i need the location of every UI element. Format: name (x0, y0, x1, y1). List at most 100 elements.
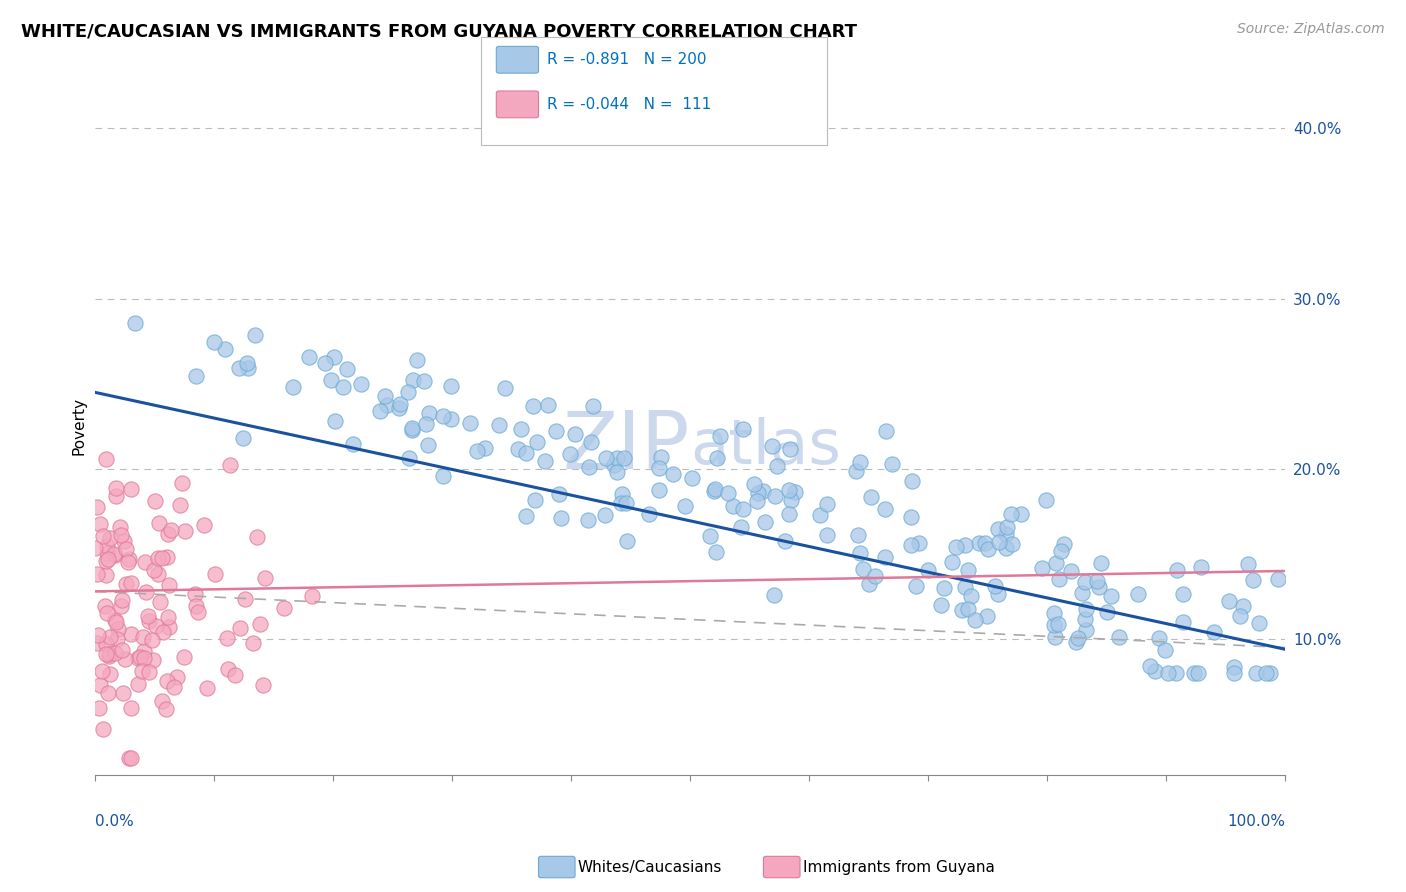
Point (858, 576, 880, 591)
Point (1218, 594, 1240, 608)
Point (752, 483, 775, 498)
Point (84, 541, 107, 555)
Point (229, 620, 252, 634)
Point (576, 513, 599, 527)
Point (173, 650, 195, 665)
Text: atlas: atlas (690, 417, 841, 477)
Point (1066, 634, 1088, 648)
Point (953, 538, 976, 552)
Point (908, 536, 931, 550)
Point (863, 568, 886, 582)
Point (127, 676, 149, 690)
Point (1000, 508, 1022, 522)
Point (193, 518, 215, 533)
Point (402, 373, 425, 387)
Point (780, 493, 803, 508)
Point (319, 373, 342, 387)
Point (703, 483, 725, 498)
Point (465, 444, 488, 458)
Point (1147, 631, 1170, 645)
Point (401, 423, 423, 437)
Point (155, 674, 177, 689)
Point (987, 535, 1010, 549)
Point (110, 528, 132, 542)
Point (160, 523, 183, 537)
Point (648, 483, 671, 497)
Point (159, 620, 181, 634)
Point (987, 587, 1010, 601)
Point (717, 486, 740, 500)
Point (155, 701, 177, 715)
Point (91, 529, 114, 543)
Point (706, 450, 728, 465)
Point (440, 378, 463, 392)
Point (959, 589, 981, 603)
Point (138, 665, 160, 680)
Point (94, 567, 117, 582)
Point (184, 368, 207, 383)
Point (332, 380, 354, 394)
Point (157, 526, 180, 541)
Point (136, 609, 159, 624)
Point (522, 399, 544, 413)
Point (648, 461, 671, 475)
Point (111, 643, 134, 657)
Point (148, 551, 170, 566)
Point (166, 671, 188, 685)
Point (1182, 666, 1205, 681)
Point (103, 547, 125, 561)
Point (87, 701, 110, 715)
Point (950, 602, 973, 616)
Point (1232, 599, 1254, 613)
Point (412, 374, 434, 388)
Point (603, 458, 626, 473)
Point (606, 451, 628, 466)
Point (1066, 631, 1088, 645)
Point (616, 496, 638, 510)
Point (174, 524, 197, 539)
Point (1031, 560, 1053, 574)
Point (301, 589, 323, 603)
Point (97, 648, 120, 663)
Point (1187, 666, 1209, 681)
Point (610, 496, 633, 510)
Point (127, 651, 149, 665)
Point (98, 647, 121, 661)
Point (509, 422, 531, 436)
Point (1144, 665, 1167, 679)
Point (929, 598, 952, 612)
Point (875, 424, 897, 438)
Point (747, 485, 769, 500)
Point (733, 422, 755, 436)
Point (415, 417, 437, 431)
Point (941, 555, 963, 569)
Point (131, 665, 153, 679)
Point (94, 647, 117, 661)
Point (900, 538, 922, 552)
Point (873, 502, 896, 516)
Point (401, 421, 423, 435)
Point (440, 411, 463, 425)
Point (89, 678, 111, 692)
Point (1010, 507, 1032, 521)
Point (1070, 586, 1092, 600)
Point (849, 455, 872, 469)
Point (754, 515, 776, 529)
Point (143, 563, 166, 577)
Point (117, 555, 139, 569)
Point (650, 450, 672, 464)
Point (224, 667, 246, 681)
Point (849, 545, 872, 559)
Point (548, 486, 571, 500)
Point (637, 507, 659, 521)
Point (1074, 574, 1097, 589)
Point (578, 460, 600, 475)
Point (852, 562, 875, 576)
Point (846, 528, 869, 542)
Point (766, 459, 789, 474)
Point (945, 540, 967, 554)
Point (1258, 666, 1281, 681)
Point (94, 599, 117, 613)
Point (86, 636, 108, 650)
Text: ZIP: ZIP (562, 409, 690, 486)
